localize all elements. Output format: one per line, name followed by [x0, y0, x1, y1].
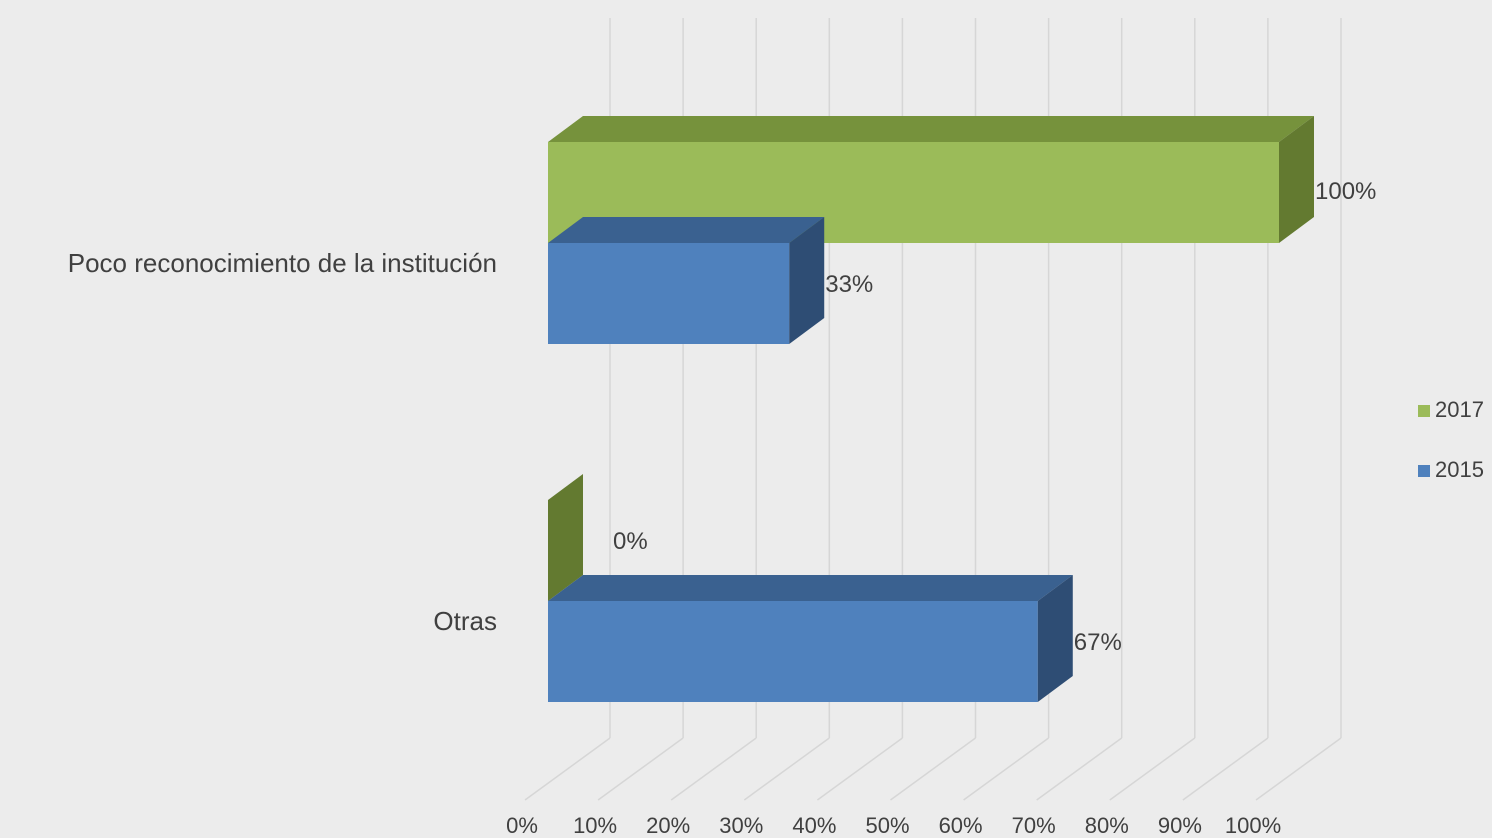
bar — [548, 243, 790, 344]
floor-line — [816, 737, 903, 801]
floor-line — [1109, 737, 1196, 801]
bar-side — [789, 217, 825, 344]
value-label: 67% — [1074, 629, 1122, 656]
bar — [548, 601, 1038, 702]
floor-line — [1255, 737, 1342, 801]
x-tick-label: 60% — [939, 813, 983, 838]
legend-swatch — [1418, 405, 1430, 417]
x-tick-label: 10% — [573, 813, 617, 838]
bar-top — [548, 217, 825, 243]
x-tick-label: 0% — [506, 813, 538, 838]
value-label: 0% — [613, 528, 648, 555]
floor-line — [1036, 737, 1123, 801]
floor-line — [524, 737, 611, 801]
x-tick-label: 20% — [646, 813, 690, 838]
floor-line — [1182, 737, 1269, 801]
floor-line — [890, 737, 976, 801]
x-tick-label: 70% — [1012, 813, 1056, 838]
floor-line — [597, 737, 684, 801]
x-tick-label: 50% — [865, 813, 909, 838]
floor-line — [670, 737, 757, 801]
bar-top — [548, 116, 1314, 142]
bar-side — [1279, 116, 1314, 243]
x-tick-label: 40% — [792, 813, 836, 838]
category-label: Poco reconocimiento de la institución — [68, 248, 497, 278]
x-tick-label: 30% — [719, 813, 763, 838]
bar-top — [548, 575, 1073, 601]
bar-side — [1037, 575, 1073, 702]
floor-line — [743, 737, 830, 801]
value-label: 33% — [825, 271, 873, 298]
bar-side — [548, 474, 583, 601]
x-tick-label: 90% — [1158, 813, 1202, 838]
x-tick-label: 100% — [1225, 813, 1281, 838]
value-label: 100% — [1315, 178, 1376, 205]
floor-line — [963, 737, 1050, 801]
x-tick-label: 80% — [1085, 813, 1129, 838]
legend-label: 2015 — [1435, 457, 1484, 482]
legend-swatch — [1418, 465, 1430, 477]
category-label: Otras — [433, 606, 497, 636]
legend-label: 2017 — [1435, 397, 1484, 422]
